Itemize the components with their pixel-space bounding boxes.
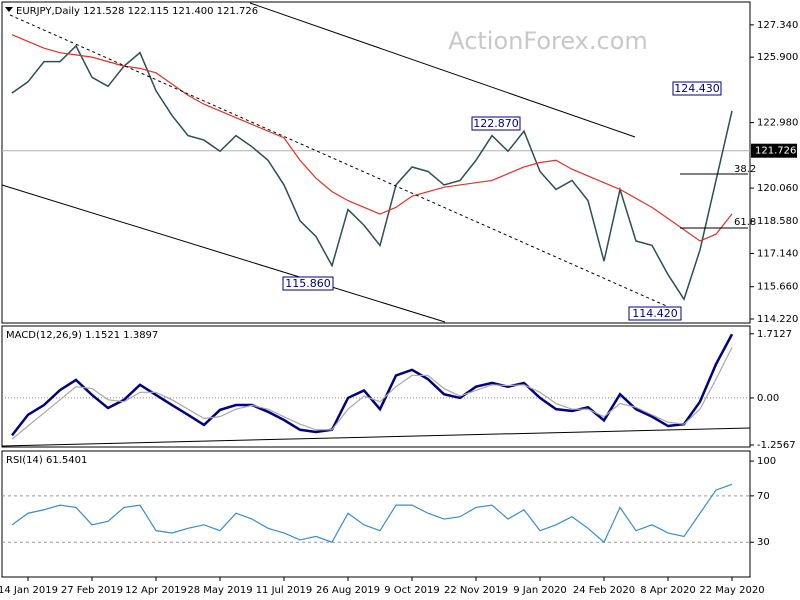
plot-layer: ActionForex.com 127.340 125.900 122.980 120.…: [0, 6, 798, 596]
y-tick-label: 120.060: [757, 183, 798, 194]
panel-title: MACD(12,26,9) 1.1521 1.3897: [6, 330, 158, 341]
x-tick-label: 27 Feb 2019: [61, 585, 123, 596]
annotation-label: 124.430: [674, 82, 720, 95]
annotation-box: [471, 116, 521, 131]
title-icon: [5, 7, 13, 12]
upper-channel: [249, 2, 636, 138]
annotation-label: 114.420: [632, 307, 678, 320]
panel-title: RSI(14) 61.5401: [6, 455, 87, 466]
y-tick-label: 117.140: [757, 249, 798, 260]
y-tick-label: 115.660: [757, 282, 798, 293]
price-panel: [1, 1, 751, 324]
series-line: [11, 347, 733, 440]
y-tick-label: -1.2567: [757, 440, 796, 451]
y-tick-label: 70: [757, 491, 770, 502]
annotation: 114.420: [628, 306, 682, 321]
annotation: 122.870: [471, 116, 521, 131]
dashed-trend: [9, 14, 681, 313]
fib-label: 38.2: [734, 164, 756, 175]
y-tick-label: 118.580: [757, 216, 798, 227]
series-line: [11, 44, 733, 301]
annotation-box: [628, 306, 682, 321]
annotation-label: 115.860: [285, 277, 331, 290]
x-tick-label: 8 Apr 2020: [640, 585, 695, 596]
annotation: 124.430: [672, 81, 722, 96]
last-price-label: 121.726: [755, 146, 796, 157]
x-tick-label: 9 Oct 2019: [384, 585, 439, 596]
annotation-box: [282, 276, 334, 291]
series-line: [11, 34, 733, 242]
x-tick-label: 9 Jan 2020: [513, 585, 567, 596]
y-tick-label: 1.7127: [757, 329, 792, 340]
macd-panel: [1, 325, 751, 448]
y-tick-label: 114.220: [757, 314, 798, 325]
rsi-panel: [1, 450, 751, 578]
series-line: [11, 483, 733, 544]
panel-title: EURJPY,Daily 121.528 122.115 121.400 121…: [16, 6, 258, 17]
y-tick-label: 30: [757, 537, 770, 548]
x-tick-label: 24 Feb 2020: [573, 585, 635, 596]
trend-lines: [1, 2, 751, 447]
y-tick-label: 125.900: [757, 52, 798, 63]
watermark: ActionForex.com: [448, 27, 648, 55]
y-tick-label: 122.980: [757, 118, 798, 129]
x-tick-label: 11 Jul 2019: [256, 585, 313, 596]
annotation: 115.860: [282, 276, 334, 291]
x-tick-label: 14 Jan 2019: [0, 585, 58, 596]
x-tick-label: 12 Apr 2019: [125, 585, 187, 596]
y-tick-label: 100: [757, 456, 776, 467]
y-tick-label: 127.340: [757, 20, 798, 31]
last-price-box: [751, 143, 797, 158]
annotation-box: [672, 81, 722, 96]
x-tick-label: 22 May 2020: [699, 585, 764, 596]
macd-trend: [1, 427, 751, 447]
lower-channel: [1, 184, 446, 323]
x-tick-label: 22 Nov 2019: [444, 585, 508, 596]
x-tick-label: 28 May 2019: [187, 585, 252, 596]
x-tick-label: 26 Aug 2019: [316, 585, 380, 596]
annotation-label: 122.870: [473, 117, 519, 130]
fib-label: 61.8: [734, 217, 756, 228]
series-line: [11, 333, 734, 437]
y-tick-label: 0.00: [757, 393, 779, 404]
